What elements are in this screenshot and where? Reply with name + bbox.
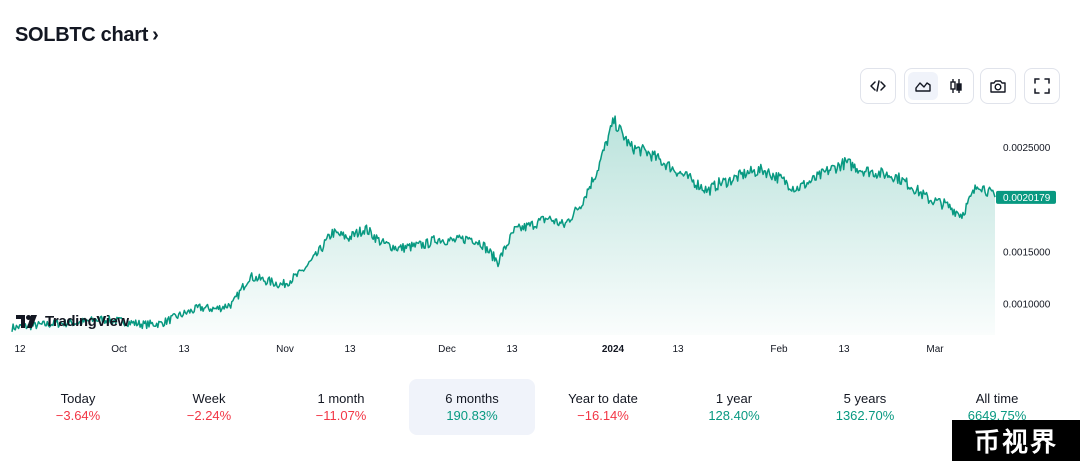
embed-button[interactable] [860,68,896,104]
tradingview-logo-icon [16,314,37,328]
watermark-logo: 币视界 [952,420,1080,461]
tradingview-logo[interactable]: TradingView [16,313,129,330]
x-tick-label: 13 [838,344,850,355]
range-label: 5 years [843,391,887,406]
chart-title-link[interactable]: SOLBTC chart › [15,24,159,47]
x-tick-label: 12 [14,344,26,355]
x-tick-label: Dec [438,344,456,355]
x-tick-label: Feb [770,344,788,355]
range-change-value: −11.07% [315,408,367,423]
range-label: Year to date [568,391,638,406]
range-label: Today [60,391,96,406]
x-tick-label: 13 [344,344,356,355]
range-tab[interactable]: Today −3.64% [15,379,141,435]
range-change-value: 1362.70% [835,408,895,423]
fullscreen-button[interactable] [1024,68,1060,104]
range-change-value: 128.40% [708,408,760,423]
range-label: Week [192,391,226,406]
x-tick-label: 13 [506,344,518,355]
tradingview-logo-text: TradingView [45,313,129,330]
range-tab[interactable]: All time 6649.75% [934,379,1060,435]
range-tab[interactable]: Week −2.24% [146,379,272,435]
snapshot-button[interactable] [980,68,1016,104]
x-tick-label: Oct [111,344,127,355]
fullscreen-icon [1034,78,1050,94]
x-tick-label: 13 [672,344,684,355]
x-tick-label: Mar [926,344,944,355]
range-tab[interactable]: 1 month −11.07% [278,379,404,435]
range-label: 1 year [715,391,753,406]
x-tick-label: 2024 [602,344,625,355]
area-chart-icon [915,82,931,92]
range-tab[interactable]: Year to date −16.14% [540,379,666,435]
y-tick-label: 0.0025000 [1003,143,1051,154]
chevron-right-icon: › [152,24,159,46]
range-label: 6 months [445,391,499,406]
range-change-value: −2.24% [186,408,232,423]
series-line [11,115,996,332]
area-style-button[interactable] [908,72,938,100]
x-tick-label: Nov [276,344,294,355]
range-tab[interactable]: 1 year 128.40% [671,379,797,435]
candlestick-icon [950,79,962,93]
y-tick-label: 0.0010000 [1003,300,1051,311]
range-change-value: 6649.75% [967,408,1027,423]
range-label: All time [975,391,1019,406]
price-chart[interactable]: 0.00250000.00200000.00150000.00100000.00… [0,100,1080,360]
range-change-value: −3.64% [55,408,101,423]
range-tab[interactable]: 6 months 190.83% [409,379,535,435]
performance-range-tabs: Today −3.64% Week −2.24% 1 month −11.07% 6 mon… [0,379,1080,435]
last-price-badge [996,190,1056,204]
series-area [12,116,995,335]
y-tick-label: 0.0015000 [1003,247,1051,258]
range-tab[interactable]: 5 years 1362.70% [802,379,928,435]
page-title: SOLBTC chart [15,24,149,46]
last-price-label: 0.0020179 [1003,193,1051,204]
range-change-value: −16.14% [577,408,629,423]
code-icon [870,80,886,92]
candle-style-button[interactable] [941,72,971,100]
chart-style-group [904,68,974,104]
camera-icon [990,80,1006,93]
range-change-value: 190.83% [446,408,498,423]
range-label: 1 month [317,391,365,406]
x-tick-label: 13 [178,344,190,355]
